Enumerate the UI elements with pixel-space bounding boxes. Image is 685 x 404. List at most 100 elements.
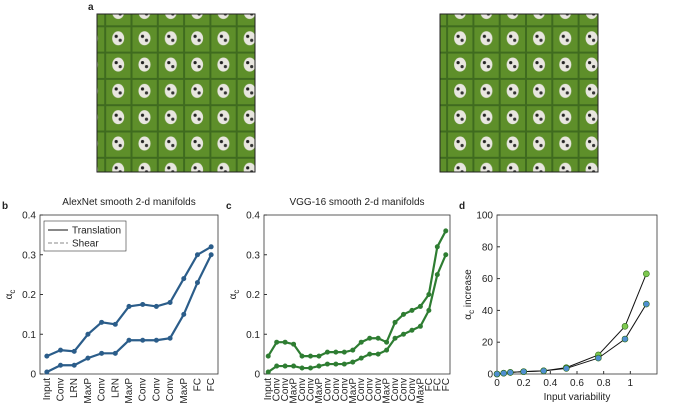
data-point bbox=[274, 363, 280, 369]
chart-title: AlexNet smooth 2-d manifolds bbox=[62, 197, 195, 208]
data-point bbox=[99, 319, 105, 325]
x-tick-label: 0.8 bbox=[597, 378, 611, 389]
chart-title: VGG-16 smooth 2-d manifolds bbox=[289, 197, 424, 208]
x-tick-label: Conv bbox=[297, 378, 308, 401]
x-axis-label: Input variability bbox=[544, 392, 611, 403]
x-tick-label: LRN bbox=[110, 378, 121, 398]
data-point bbox=[540, 367, 547, 375]
data-point bbox=[367, 335, 373, 341]
y-axis-label: αc bbox=[228, 290, 241, 300]
x-tick-label: Conv bbox=[151, 378, 162, 401]
data-point bbox=[443, 252, 449, 258]
x-tick-label: Conv bbox=[390, 378, 401, 401]
x-tick-label: Conv bbox=[280, 378, 291, 401]
x-tick-label: 0.6 bbox=[570, 378, 584, 389]
data-point bbox=[265, 369, 271, 375]
panel-label: b bbox=[2, 201, 8, 212]
panel-label: d bbox=[459, 201, 465, 212]
data-point bbox=[409, 307, 415, 313]
data-point bbox=[153, 303, 159, 309]
x-tick-label: Conv bbox=[272, 378, 283, 401]
data-point bbox=[384, 339, 390, 345]
data-point bbox=[265, 353, 271, 359]
y-axis-label: αc increase bbox=[463, 269, 476, 320]
x-tick-label: MaxP bbox=[348, 378, 359, 404]
x-tick-label: Conv bbox=[331, 378, 342, 401]
x-tick-label: Conv bbox=[138, 378, 149, 401]
data-point bbox=[299, 353, 305, 359]
y-tick-label: 0.1 bbox=[22, 330, 36, 341]
data-point bbox=[333, 361, 339, 367]
x-tick-label: 0.2 bbox=[517, 378, 531, 389]
data-point bbox=[643, 270, 650, 278]
data-point bbox=[493, 370, 501, 378]
y-axis-label-symbol: α bbox=[463, 314, 474, 320]
x-tick-label: MaxP bbox=[382, 378, 393, 404]
data-point bbox=[282, 363, 288, 369]
y-tick-label: 0 bbox=[254, 370, 260, 381]
data-point bbox=[375, 335, 381, 341]
x-tick-label: Conv bbox=[56, 378, 67, 401]
data-point bbox=[140, 337, 146, 343]
data-point bbox=[126, 337, 132, 343]
x-tick-label: Conv bbox=[407, 378, 418, 401]
y-axis-label: αc bbox=[4, 290, 17, 300]
x-tick-label: 0.4 bbox=[543, 378, 557, 389]
y-axis-label-sub: c bbox=[8, 290, 17, 294]
y-axis-label-symbol: α bbox=[228, 293, 239, 299]
data-point bbox=[291, 363, 297, 369]
data-point bbox=[299, 365, 305, 371]
data-point bbox=[208, 244, 214, 250]
data-point bbox=[507, 369, 514, 376]
data-point bbox=[58, 362, 64, 368]
data-point bbox=[426, 307, 432, 313]
data-point bbox=[384, 347, 390, 353]
data-point bbox=[392, 335, 398, 341]
data-point bbox=[400, 331, 406, 337]
y-tick-label: 20 bbox=[482, 338, 494, 349]
series-line bbox=[267, 254, 447, 373]
x-tick-label: Conv bbox=[97, 378, 108, 401]
x-tick-label: FC bbox=[206, 378, 217, 391]
x-tick-label: Conv bbox=[165, 378, 176, 401]
x-tick-label: MaxP bbox=[415, 378, 426, 404]
panel-label: c bbox=[226, 201, 232, 212]
data-point bbox=[307, 353, 313, 359]
y-tick-label: 0.2 bbox=[22, 290, 36, 301]
plot-frame bbox=[496, 214, 658, 375]
image-grid bbox=[439, 13, 599, 173]
data-point bbox=[316, 363, 322, 369]
y-axis-label-sub: c bbox=[232, 290, 241, 294]
data-point bbox=[350, 359, 356, 365]
data-point bbox=[316, 353, 322, 359]
x-tick-label: Conv bbox=[306, 378, 317, 401]
legend-box bbox=[43, 220, 127, 252]
data-point bbox=[140, 301, 146, 307]
data-point bbox=[324, 349, 330, 355]
data-point bbox=[71, 362, 77, 368]
x-tick-label: Input bbox=[263, 378, 274, 400]
x-tick-label: 1 bbox=[628, 378, 634, 389]
y-tick-label: 0.3 bbox=[22, 250, 36, 261]
data-point bbox=[181, 276, 187, 282]
data-point bbox=[167, 299, 173, 305]
x-tick-label: MaxP bbox=[124, 378, 135, 404]
data-point bbox=[434, 272, 440, 278]
plot-frame bbox=[263, 214, 451, 375]
x-tick-label: 0 bbox=[494, 378, 500, 389]
y-tick-label: 0.1 bbox=[246, 330, 260, 341]
data-point bbox=[333, 349, 339, 355]
panel-label: a bbox=[88, 2, 94, 13]
data-point bbox=[400, 311, 406, 317]
series-line bbox=[267, 230, 447, 358]
y-tick-label: 0.2 bbox=[246, 290, 260, 301]
data-point bbox=[409, 327, 415, 333]
data-point bbox=[194, 252, 200, 258]
x-tick-label: FC bbox=[441, 378, 452, 391]
data-point bbox=[595, 354, 602, 362]
y-tick-label: 100 bbox=[476, 211, 493, 222]
data-point bbox=[181, 311, 187, 317]
x-tick-label: MaxP bbox=[179, 378, 190, 404]
data-point bbox=[417, 303, 423, 309]
